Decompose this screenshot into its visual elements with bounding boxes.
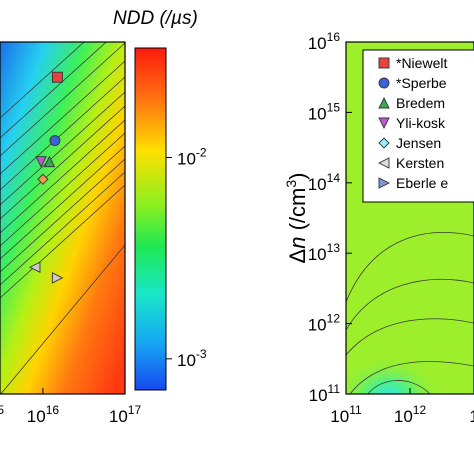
colorbar-tick-label: 10-2 [177, 146, 207, 169]
colorbar-title: NDD (/µs) [113, 8, 198, 29]
contour-line [367, 380, 431, 394]
legend-entries: *Niewelt *Sperbe Bredem Yli-kosk Jensen Kerst… [377, 55, 448, 191]
contour-line [0, 60, 125, 175]
left-heatmap: 5 1016 1017 [0, 41, 141, 426]
contour-line [0, 91, 125, 206]
x-tick-label: 1011 [330, 403, 362, 426]
contour-line [0, 76, 125, 191]
x-tick-label: 1016 [27, 403, 60, 426]
y-tick-label: 1011 [309, 382, 341, 405]
legend-label: Eberle e [396, 175, 448, 191]
legend-marker [378, 96, 390, 109]
colorbar-ticks: 10-2 10-3 [166, 146, 207, 370]
legend-marker [378, 177, 391, 189]
contour-line [0, 158, 125, 273]
data-marker [37, 173, 49, 185]
contour-line [0, 119, 125, 234]
right-contour-lines [346, 232, 474, 394]
y-tick-label: 1015 [308, 100, 341, 123]
x-tick-label: 1012 [394, 403, 427, 426]
contour-line [346, 232, 474, 303]
legend-box [362, 49, 474, 203]
left-heatmap-fill [0, 42, 125, 394]
contour-line [0, 42, 125, 157]
right-y-axis-label: Δn (/cm3) [283, 173, 310, 264]
y-tick-label: 1012 [308, 312, 341, 335]
legend-label: *Sperbe [396, 75, 447, 91]
legend: *Niewelt *Sperbe Bredem Yli-kosk Jensen Kerst… [362, 49, 474, 203]
legend-marker [378, 57, 390, 69]
data-marker [51, 272, 64, 284]
legend-marker [377, 157, 390, 169]
legend-label: Bredem [396, 95, 445, 111]
contour-line [0, 105, 125, 220]
contour-line [346, 318, 474, 356]
colorbar: NDD (/µs) 10-2 10-3 [113, 8, 207, 391]
contour-line [0, 42, 85, 119]
left-x-axis: 5 1016 1017 [0, 388, 141, 426]
legend-marker [378, 137, 390, 149]
left-contour-lines [0, 42, 125, 394]
contour-line [349, 361, 474, 394]
legend-label: *Niewelt [396, 55, 447, 71]
data-marker [35, 156, 47, 168]
data-marker [43, 155, 56, 168]
contour-line [346, 278, 474, 331]
colorbar-tick-label: 10-3 [177, 347, 207, 370]
contour-line [0, 184, 125, 299]
contour-line [0, 171, 125, 286]
data-marker [51, 71, 63, 83]
data-marker [28, 261, 41, 274]
legend-marker [378, 117, 390, 130]
contour-line [0, 132, 125, 247]
colorbar-gradient [134, 47, 167, 391]
data-marker [49, 135, 61, 147]
right-y-axis: 1016 1015 1014 1013 1012 1011 [308, 30, 352, 405]
x-tick-label: 1 [469, 407, 474, 426]
legend-label: Kersten [396, 155, 444, 171]
y-tick-label: 1013 [308, 241, 341, 264]
y-tick-label: 1014 [308, 171, 341, 194]
y-tick-label: 1016 [308, 30, 341, 53]
x-tick-label: 1017 [109, 403, 142, 426]
x-tick-label: 5 [0, 403, 4, 417]
left-data-markers [28, 71, 64, 284]
right-heatmap-glow [346, 300, 474, 394]
right-heatmap: *Niewelt *Sperbe Bredem Yli-kosk Jensen Kerst… [283, 30, 474, 426]
legend-label: Jensen [396, 135, 441, 151]
contour-line [0, 145, 125, 260]
contour-line [0, 244, 125, 394]
legend-label: Yli-kosk [396, 115, 446, 131]
right-x-axis: 1011 1012 1 [330, 388, 474, 426]
left-plot-frame [0, 41, 126, 395]
legend-marker [378, 77, 390, 89]
